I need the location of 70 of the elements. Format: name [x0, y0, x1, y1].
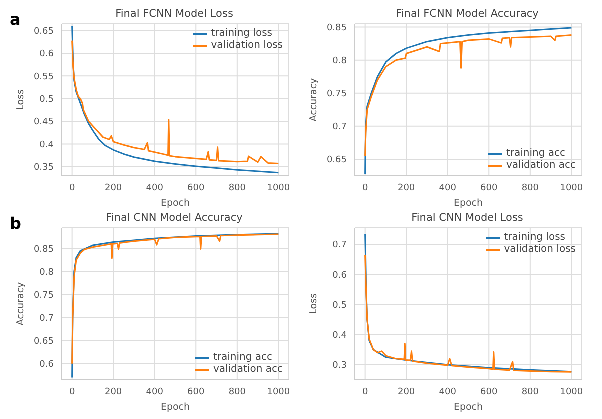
x-tick-label: 200 — [398, 183, 416, 194]
y-tick-label: 0.65 — [34, 27, 54, 37]
x-tick-label: 200 — [398, 387, 416, 398]
x-tick-label: 800 — [522, 183, 540, 194]
y-tick-label: 0.4 — [40, 140, 54, 150]
y-tick-label: 0.65 — [34, 337, 54, 348]
y-tick-label: 0.75 — [326, 90, 347, 100]
x-tick-label: 600 — [188, 183, 205, 194]
x-tick-label: 0 — [362, 387, 368, 398]
x-tick-label: 800 — [228, 183, 246, 194]
y-axis-title: Loss — [308, 294, 320, 314]
y-tick-label: 0.5 — [40, 95, 54, 106]
x-tick-label: 600 — [480, 387, 498, 398]
x-tick-label: 200 — [104, 387, 122, 398]
x-tick-label: 0 — [69, 183, 76, 194]
y-tick-label: 0.6 — [40, 360, 54, 370]
x-tick-label: 0 — [69, 387, 76, 398]
y-axis-title: Accuracy — [308, 78, 320, 122]
chart-title: Final CNN Model Loss — [410, 212, 524, 226]
legend-label: validation acc — [506, 160, 576, 172]
y-tick-label: 0.75 — [34, 290, 54, 301]
x-tick-label: 800 — [228, 387, 246, 398]
legend-label: training acc — [213, 352, 272, 364]
y-tick-label: 0.7 — [332, 240, 347, 251]
x-tick-label: 600 — [480, 183, 498, 194]
x-tick-label: 1000 — [267, 387, 290, 398]
x-tick-label: 0 — [362, 183, 368, 194]
y-tick-label: 0.6 — [332, 270, 348, 281]
y-tick-label: 0.3 — [332, 361, 347, 372]
legend-label: validation loss — [504, 244, 576, 256]
x-tick-label: 400 — [439, 387, 457, 398]
y-tick-label: 0.8 — [40, 268, 54, 278]
legend-label: validation acc — [213, 364, 283, 376]
x-tick-label: 1000 — [560, 387, 584, 398]
y-tick-label: 0.85 — [326, 24, 347, 34]
y-tick-label: 0.7 — [332, 122, 347, 133]
x-axis-title: Epoch — [454, 402, 484, 413]
legend-label: validation loss — [211, 40, 283, 52]
y-tick-label: 0.85 — [34, 244, 54, 255]
chart-title: Final FCNN Model Loss — [116, 8, 234, 20]
y-axis-title: Accuracy — [15, 282, 26, 326]
y-tick-label: 0.5 — [332, 300, 347, 311]
x-axis-title: Epoch — [160, 402, 190, 413]
y-tick-label: 0.8 — [332, 56, 348, 67]
y-tick-label: 0.4 — [332, 331, 348, 342]
y-axis-title: Loss — [15, 90, 26, 110]
x-tick-label: 1000 — [560, 183, 584, 194]
y-tick-label: 0.35 — [34, 163, 54, 174]
legend-label: training acc — [506, 148, 566, 160]
chart-title: Final FCNN Model Accuracy — [395, 8, 540, 22]
y-tick-label: 0.65 — [326, 156, 347, 166]
text: a — [10, 10, 21, 29]
x-tick-label: 600 — [188, 387, 205, 398]
x-axis-title: Epoch — [454, 198, 484, 209]
x-axis-title: Epoch — [160, 198, 190, 209]
line-series — [364, 34, 572, 157]
chart-title: Final CNN Model Accuracy — [106, 212, 243, 224]
x-tick-label: 200 — [104, 183, 122, 194]
x-tick-label: 1000 — [267, 183, 290, 194]
y-tick-label: 0.6 — [40, 50, 54, 60]
y-tick-label: 0.7 — [40, 314, 54, 324]
text: b — [10, 214, 22, 233]
legend-label: training loss — [504, 232, 566, 244]
y-tick-label: 0.45 — [34, 118, 54, 128]
x-tick-label: 400 — [439, 183, 457, 194]
x-tick-label: 400 — [146, 183, 164, 194]
y-tick-label: 0.55 — [34, 72, 54, 82]
x-tick-label: 400 — [146, 387, 164, 398]
x-tick-label: 800 — [522, 387, 540, 398]
legend-label: training loss — [211, 28, 273, 40]
